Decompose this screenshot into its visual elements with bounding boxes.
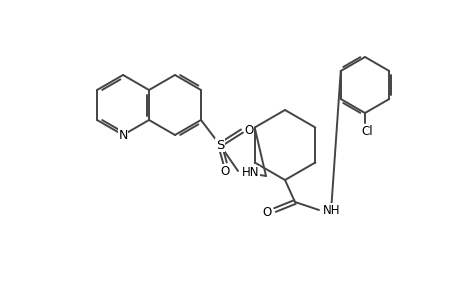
Text: Cl: Cl <box>360 124 372 137</box>
Text: O: O <box>262 206 271 218</box>
Text: O: O <box>244 124 253 136</box>
Text: O: O <box>220 164 229 178</box>
Text: S: S <box>215 139 224 152</box>
Text: HN: HN <box>241 167 259 179</box>
Text: N: N <box>118 128 128 142</box>
Text: NH: NH <box>322 203 340 217</box>
